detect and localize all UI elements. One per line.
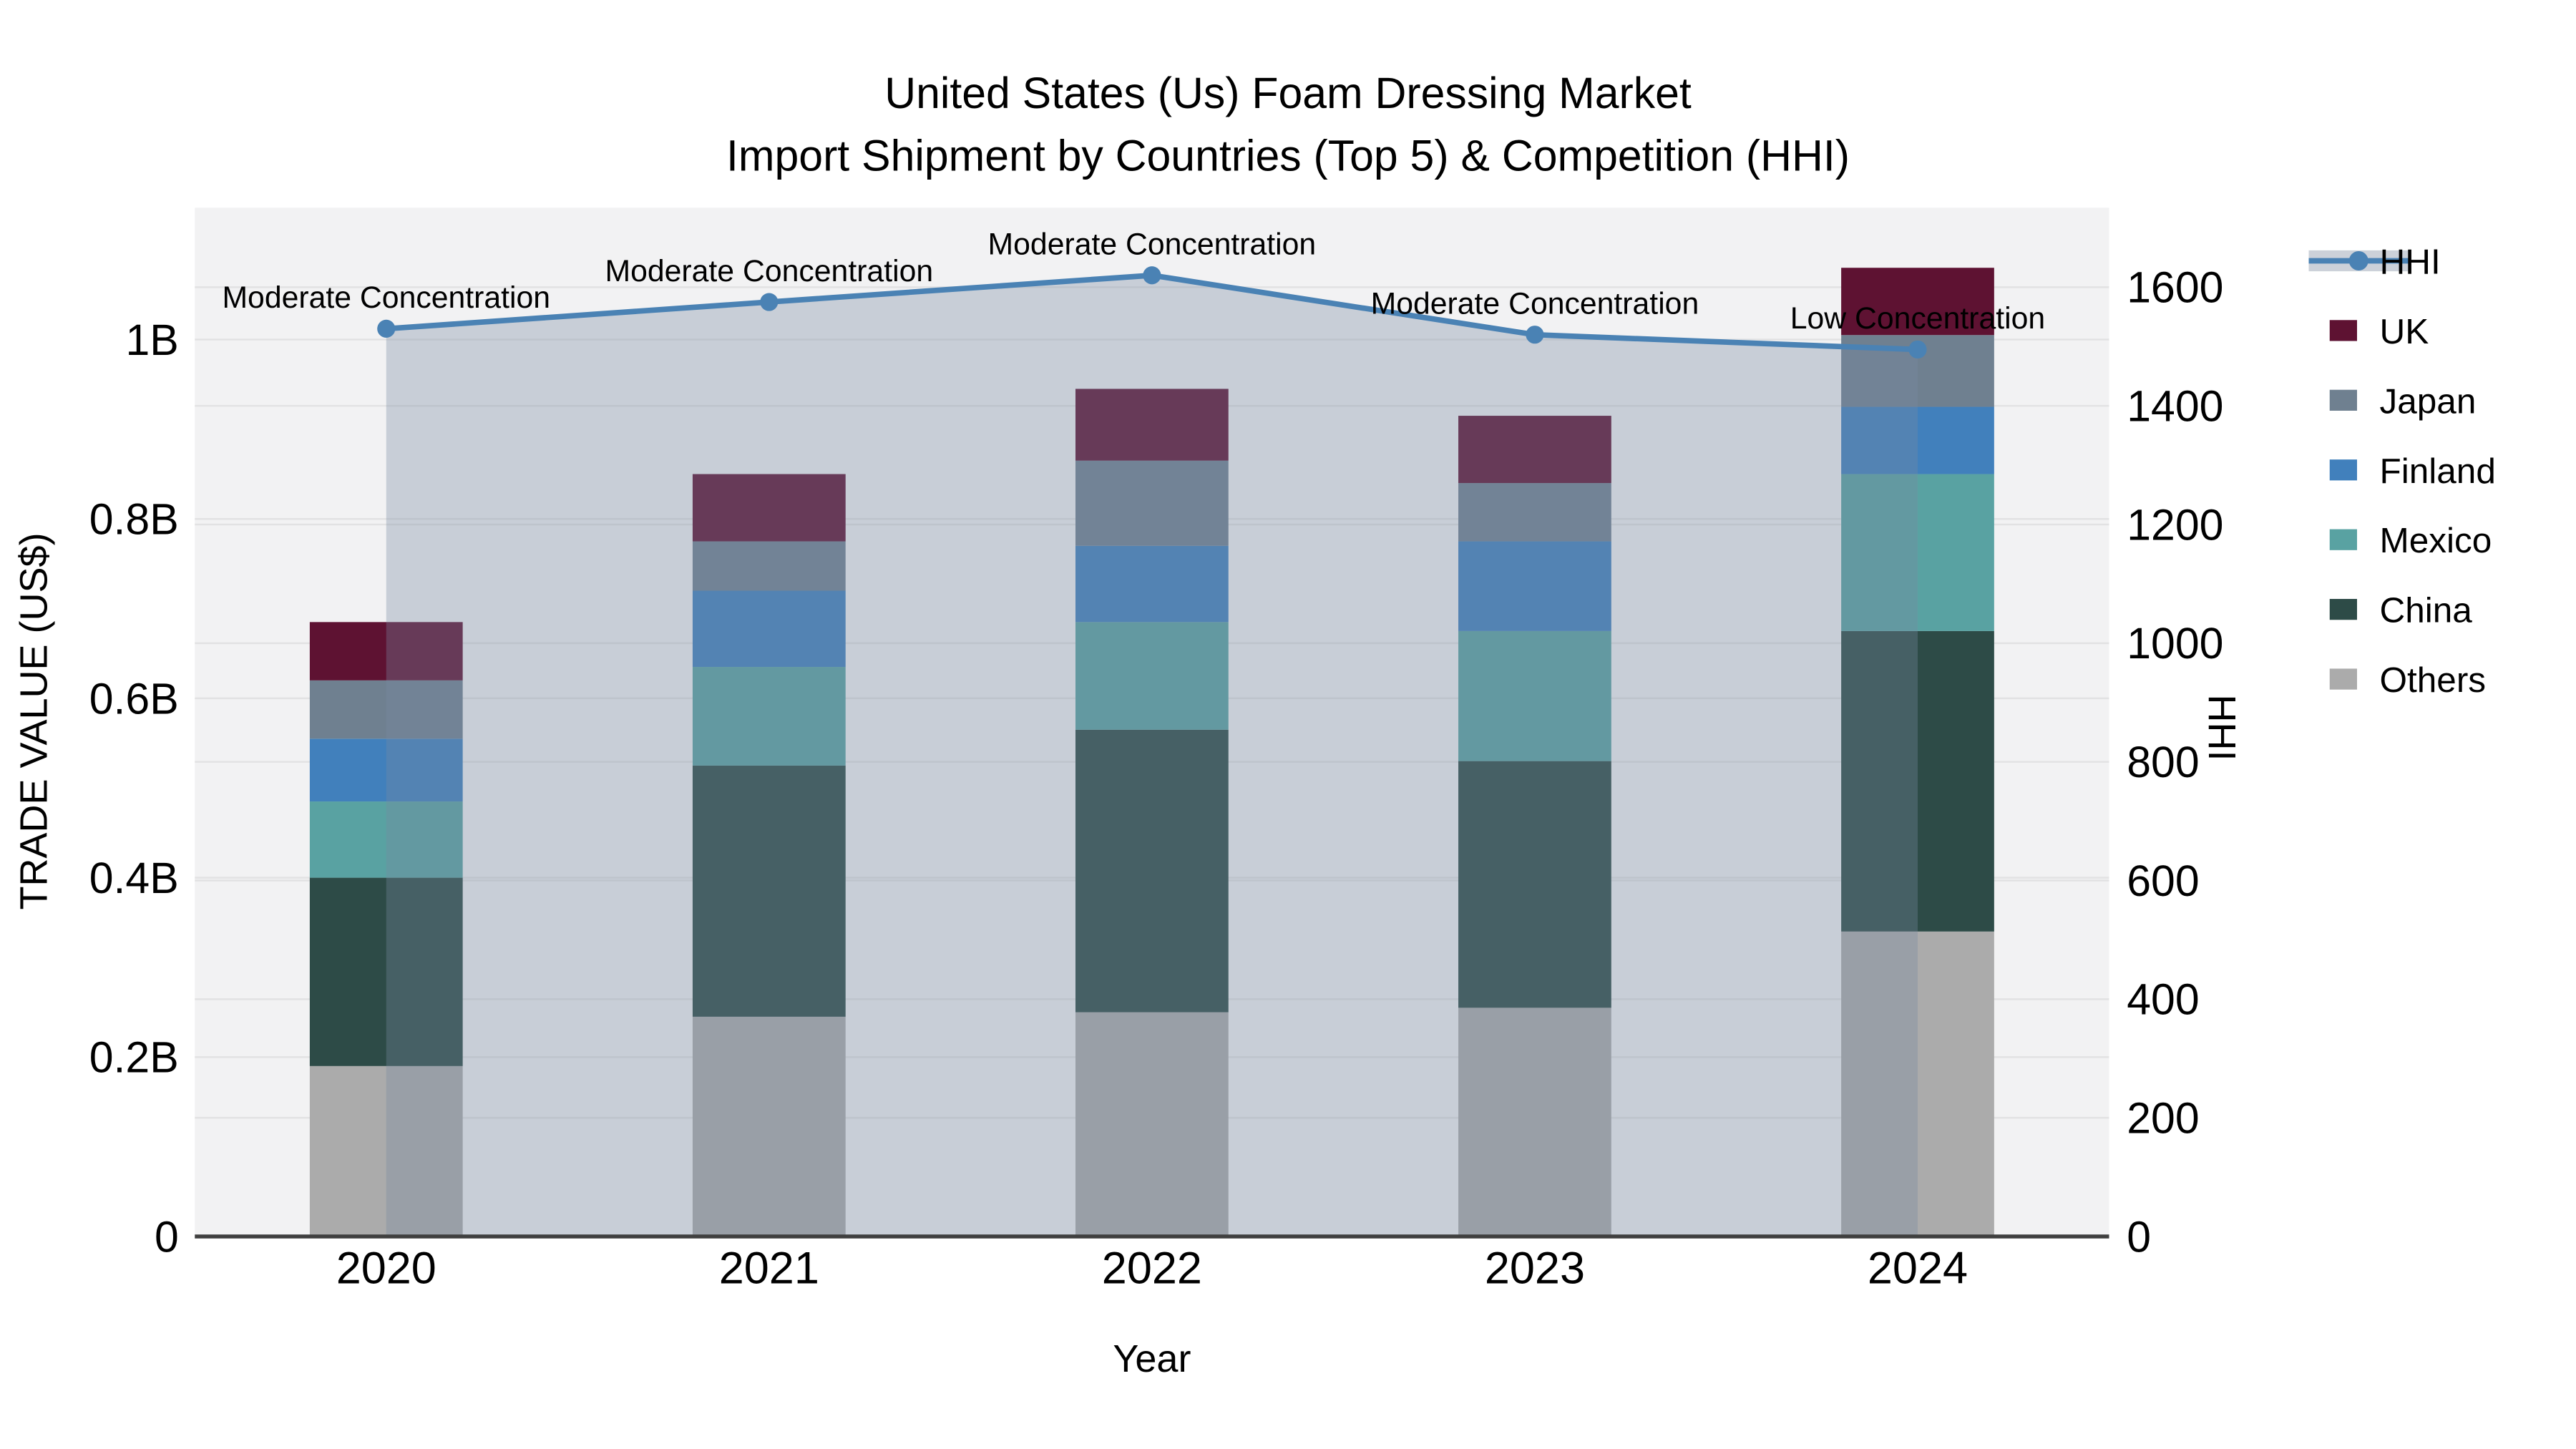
- bar-segment-others-2023: [1458, 1008, 1611, 1236]
- left-axis-tick: 0.4B: [89, 854, 179, 902]
- x-axis-tick: 2021: [719, 1243, 819, 1293]
- x-axis-tick: 2023: [1485, 1243, 1585, 1293]
- legend-hhi-marker: [2348, 251, 2368, 270]
- right-axis-tick: 1600: [2127, 263, 2223, 312]
- bar-segment-uk-2022: [1075, 389, 1229, 461]
- left-axis-tick: 0.8B: [89, 495, 179, 544]
- left-axis-tick: 0: [155, 1212, 179, 1261]
- legend-label-uk: UK: [2380, 312, 2429, 351]
- legend-label-hhi: HHI: [2380, 243, 2441, 282]
- x-axis-tick: 2020: [336, 1243, 436, 1293]
- bar-segment-japan-2021: [692, 541, 846, 591]
- legend-swatch-mexico: [2329, 529, 2357, 550]
- hhi-marker-2021: [760, 293, 779, 311]
- left-axis-tick: 0.6B: [89, 674, 179, 723]
- chart-title-line1: United States (Us) Foam Dressing Market: [884, 69, 1692, 117]
- chart-title-line2: Import Shipment by Countries (Top 5) & C…: [726, 132, 1850, 180]
- legend-swatch-finland: [2329, 459, 2357, 481]
- bar-segment-uk-2024: [1841, 268, 1994, 336]
- right-axis-tick: 400: [2127, 975, 2199, 1024]
- x-axis-title: Year: [1113, 1337, 1191, 1380]
- bar-segment-others-2021: [692, 1016, 846, 1236]
- bar-segment-china-2021: [692, 765, 846, 1017]
- annotation-label: Moderate Concentration: [222, 280, 550, 315]
- bar-segment-finland-2022: [1075, 545, 1229, 623]
- legend-label-finland: Finland: [2380, 452, 2496, 491]
- bar-segment-uk-2023: [1458, 416, 1611, 484]
- hhi-marker-2022: [1143, 266, 1161, 285]
- right-axis-tick: 600: [2127, 857, 2199, 905]
- legend-swatch-others: [2329, 668, 2357, 690]
- bar-segment-others-2024: [1841, 931, 1994, 1236]
- x-axis-tick: 2024: [1868, 1243, 1968, 1293]
- right-axis-tick: 1400: [2127, 382, 2223, 431]
- bar-segment-japan-2022: [1075, 460, 1229, 546]
- bar-segment-finland-2020: [309, 738, 463, 802]
- legend-label-mexico: Mexico: [2380, 521, 2492, 560]
- bar-segment-finland-2024: [1841, 406, 1994, 474]
- right-axis-tick: 800: [2127, 738, 2199, 786]
- bar-segment-finland-2023: [1458, 541, 1611, 631]
- bar-segment-china-2022: [1075, 729, 1229, 1013]
- right-axis-tick: 1200: [2127, 500, 2223, 549]
- annotation-label: Moderate Concentration: [605, 254, 933, 288]
- bar-segment-japan-2020: [309, 680, 463, 739]
- bar-segment-mexico-2021: [692, 667, 846, 766]
- hhi-marker-2020: [377, 319, 396, 338]
- legend-swatch-japan: [2329, 389, 2357, 411]
- bar-segment-finland-2021: [692, 590, 846, 668]
- left-axis-title: TRADE VALUE (US$): [12, 532, 55, 909]
- bar-segment-china-2024: [1841, 630, 1994, 932]
- right-axis-title: HHI: [2200, 695, 2243, 761]
- legend-swatch-uk: [2329, 320, 2357, 341]
- bar-segment-mexico-2022: [1075, 622, 1229, 730]
- annotation-label: Moderate Concentration: [988, 228, 1317, 262]
- legend-swatch-china: [2329, 599, 2357, 620]
- right-axis-tick: 1000: [2127, 619, 2223, 668]
- left-axis-tick: 0.2B: [89, 1033, 179, 1082]
- hhi-area-fill: [386, 275, 1918, 1236]
- bar-segment-mexico-2023: [1458, 630, 1611, 761]
- bar-segment-mexico-2024: [1841, 474, 1994, 631]
- bar-segment-others-2020: [309, 1065, 463, 1236]
- right-axis-tick: 200: [2127, 1094, 2199, 1143]
- bar-segment-uk-2021: [692, 474, 846, 542]
- right-axis-tick: 0: [2127, 1212, 2151, 1261]
- bar-segment-mexico-2020: [309, 801, 463, 878]
- bar-segment-china-2020: [309, 877, 463, 1066]
- x-axis-tick: 2022: [1102, 1243, 1202, 1293]
- left-axis-tick: 1B: [125, 316, 178, 364]
- bar-segment-uk-2020: [309, 622, 463, 680]
- hhi-marker-2023: [1526, 326, 1544, 344]
- annotation-label: Moderate Concentration: [1371, 286, 1699, 321]
- legend-label-japan: Japan: [2380, 381, 2477, 421]
- bar-segment-china-2023: [1458, 761, 1611, 1008]
- legend-label-others: Others: [2380, 660, 2487, 700]
- bar-segment-japan-2023: [1458, 483, 1611, 542]
- bar-segment-others-2022: [1075, 1012, 1229, 1236]
- hhi-marker-2024: [1908, 340, 1927, 359]
- annotation-label: Low Concentration: [1790, 301, 2045, 336]
- legend-label-china: China: [2380, 591, 2473, 630]
